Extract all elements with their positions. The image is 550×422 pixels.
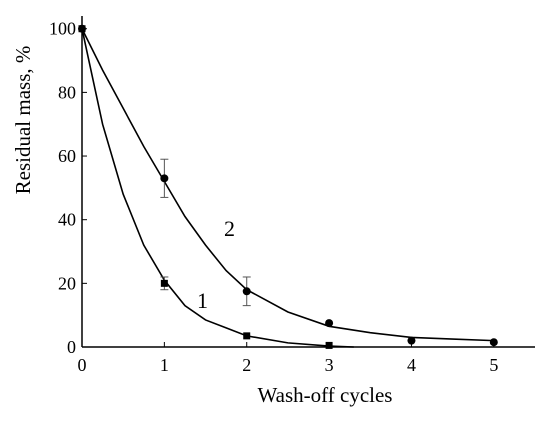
x-tick-label: 5 [489, 355, 498, 375]
curve-label: 2 [224, 216, 235, 241]
point [407, 336, 416, 345]
point [243, 332, 251, 340]
point [489, 338, 498, 347]
x-axis-label: Wash-off cycles [258, 383, 393, 407]
x-tick-label: 1 [160, 355, 169, 375]
point [325, 341, 333, 349]
point [160, 279, 168, 287]
y-tick-label: 0 [67, 337, 76, 357]
y-tick-label: 20 [58, 273, 76, 293]
x-tick-label: 3 [325, 355, 334, 375]
y-axis-label: Residual mass, % [11, 46, 35, 195]
point [78, 24, 86, 33]
point [325, 319, 334, 328]
y-tick-label: 100 [49, 19, 76, 39]
fit-curve [81, 28, 354, 348]
point [242, 287, 251, 296]
x-tick-label: 4 [407, 355, 416, 375]
point [160, 174, 169, 183]
curve-label: 1 [197, 288, 208, 313]
fit-curve [81, 28, 494, 342]
y-tick-label: 60 [58, 146, 76, 166]
x-tick-label: 2 [242, 355, 251, 375]
y-tick-label: 40 [58, 210, 76, 230]
x-tick-label: 0 [78, 355, 87, 375]
y-tick-label: 80 [58, 82, 76, 102]
